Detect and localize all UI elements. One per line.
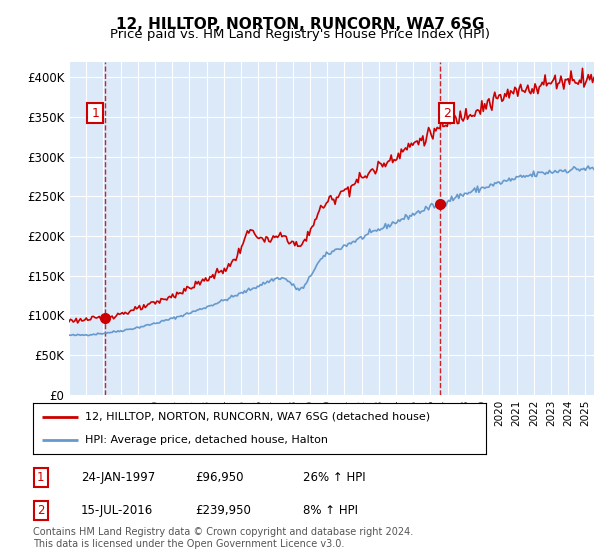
Text: 15-JUL-2016: 15-JUL-2016 bbox=[81, 504, 153, 517]
Text: 1: 1 bbox=[37, 470, 44, 484]
Text: Price paid vs. HM Land Registry's House Price Index (HPI): Price paid vs. HM Land Registry's House … bbox=[110, 28, 490, 41]
Text: 2: 2 bbox=[37, 504, 44, 517]
Text: 12, HILLTOP, NORTON, RUNCORN, WA7 6SG (detached house): 12, HILLTOP, NORTON, RUNCORN, WA7 6SG (d… bbox=[85, 412, 430, 422]
Text: 26% ↑ HPI: 26% ↑ HPI bbox=[303, 470, 365, 484]
Text: 8% ↑ HPI: 8% ↑ HPI bbox=[303, 504, 358, 517]
Text: £96,950: £96,950 bbox=[195, 470, 244, 484]
Text: HPI: Average price, detached house, Halton: HPI: Average price, detached house, Halt… bbox=[85, 435, 328, 445]
Text: £239,950: £239,950 bbox=[195, 504, 251, 517]
Text: 24-JAN-1997: 24-JAN-1997 bbox=[81, 470, 155, 484]
Text: 2: 2 bbox=[443, 106, 451, 120]
Text: 12, HILLTOP, NORTON, RUNCORN, WA7 6SG: 12, HILLTOP, NORTON, RUNCORN, WA7 6SG bbox=[116, 17, 484, 32]
Text: Contains HM Land Registry data © Crown copyright and database right 2024.
This d: Contains HM Land Registry data © Crown c… bbox=[33, 527, 413, 549]
Text: 1: 1 bbox=[91, 106, 99, 120]
